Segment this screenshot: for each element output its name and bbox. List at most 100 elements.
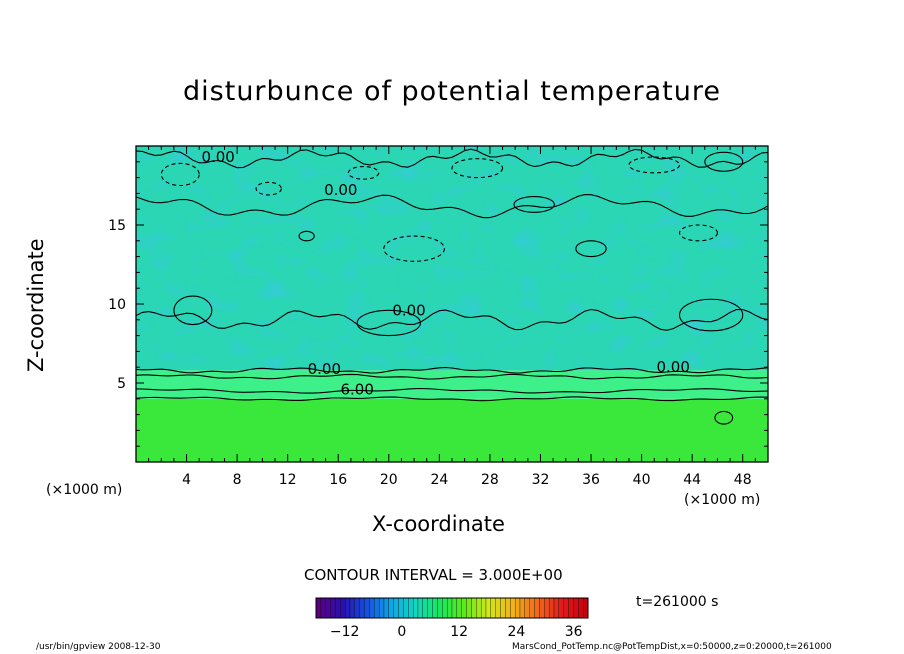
contour-positive [714, 410, 734, 425]
colorbar-cell [330, 597, 336, 619]
contour-line [136, 308, 768, 331]
colorbar-cell [568, 597, 574, 619]
contour-negative [160, 162, 200, 187]
colorbar-cell [500, 597, 506, 619]
contour-negative [347, 165, 380, 180]
colorbar-cell [485, 597, 492, 619]
colorbar-cell [388, 597, 394, 619]
contour-positive [513, 196, 555, 213]
colorbar-cell [354, 597, 360, 619]
contour-line [136, 387, 768, 394]
colorbar-cell [510, 597, 516, 619]
colorbar-cell [563, 597, 569, 619]
colorbar-cell [534, 597, 540, 619]
colorbar-cell [398, 597, 404, 619]
colorbar-cell [480, 597, 487, 619]
x-axis-unit-right: (×1000 m) [684, 492, 761, 508]
colorbar-cell [582, 597, 589, 619]
contour-label: 0.00 [392, 301, 425, 319]
colorbar-cell [578, 597, 584, 619]
colorbar-cell [383, 597, 390, 619]
colorbar-tick-label: 12 [450, 624, 468, 640]
colorbar-cell [519, 597, 526, 619]
colorbar-cell [374, 597, 380, 619]
colorbar-cell [325, 597, 331, 619]
colorbar-cell [344, 597, 351, 619]
contour-line [136, 396, 768, 402]
colorbar-cell [422, 597, 428, 619]
colorbar-cell [359, 597, 365, 619]
x-tick-label: 36 [582, 472, 600, 488]
colorbar-cell [403, 597, 409, 619]
contour-interval-text: CONTOUR INTERVAL = 3.000E+00 [304, 566, 563, 584]
colorbar-cell [451, 597, 458, 619]
colorbar-cell [340, 597, 346, 619]
x-tick-label: 16 [329, 472, 347, 488]
field-texture [136, 146, 768, 371]
colorbar-cell [442, 597, 448, 619]
contour-label: 0.00 [324, 181, 357, 199]
contour-label: 0.00 [308, 360, 341, 378]
colorbar-cell [544, 597, 550, 619]
x-tick-label: 48 [734, 472, 752, 488]
colorbar-cell [553, 597, 560, 619]
footer-program-date: /usr/bin/gpview 2008-12-30 [36, 642, 161, 652]
colorbar-cell [505, 597, 511, 619]
colorbar-cell [461, 597, 467, 619]
x-tick-label: 32 [532, 472, 550, 488]
colorbar-cell [315, 597, 322, 619]
contour-line [136, 366, 768, 374]
colorbar-tick-label: 0 [397, 624, 406, 640]
colorbar-cell [320, 597, 326, 619]
chart-title: disturbunce of potential temperature [183, 76, 721, 107]
contour-positive [356, 309, 421, 337]
x-tick-label: 20 [380, 472, 398, 488]
colorbar-cell [558, 597, 564, 619]
y-tick-label: 15 [108, 218, 126, 234]
colorbar-cell [427, 597, 433, 619]
colorbar-cell [524, 597, 530, 619]
contour-label: 0.00 [656, 358, 689, 376]
contour-negative [628, 156, 681, 174]
x-tick-label: 8 [233, 472, 242, 488]
y-tick-label: 10 [108, 297, 126, 313]
x-axis-label: X-coordinate [372, 512, 505, 536]
colorbar-cell [495, 597, 501, 619]
contour-label: 6.00 [340, 380, 373, 398]
colorbar-tick-label: −12 [330, 624, 360, 640]
x-tick-label: 24 [430, 472, 448, 488]
colorbar-cell [412, 597, 419, 619]
x-axis-unit-left: (×1000 m) [46, 482, 123, 498]
colorbar-cell [471, 597, 477, 619]
contour-positive [298, 230, 315, 242]
contour-positive [173, 295, 213, 326]
colorbar-cell [548, 597, 555, 619]
colorbar-cell [514, 597, 521, 619]
colorbar-cell [364, 597, 370, 619]
contour-line [136, 194, 768, 219]
contour-label: 0.00 [201, 148, 234, 166]
x-tick-label: 40 [633, 472, 651, 488]
colorbar-cell [539, 597, 545, 619]
colorbar-cell [393, 597, 399, 619]
colorbar-cell [369, 597, 375, 619]
colorbar-tick-label: 24 [508, 624, 526, 640]
y-tick-label: 5 [117, 376, 126, 392]
colorbar-cell [349, 597, 356, 619]
colorbar-cell [446, 597, 453, 619]
colorbar-tick-label: 36 [565, 624, 583, 640]
colorbar-cell [456, 597, 462, 619]
colorbar-cell [466, 597, 472, 619]
x-tick-label: 28 [481, 472, 499, 488]
colorbar-cell [408, 597, 414, 619]
x-tick-label: 4 [182, 472, 191, 488]
colorbar-cell [432, 597, 438, 619]
colorbar-cell [476, 597, 482, 619]
field-band [136, 398, 768, 462]
contour-negative [383, 235, 445, 262]
colorbar-cell [437, 597, 443, 619]
colorbar-cell [417, 597, 424, 619]
colorbar-cell [573, 597, 579, 619]
x-tick-label: 44 [683, 472, 701, 488]
time-label: t=261000 s [636, 594, 719, 610]
